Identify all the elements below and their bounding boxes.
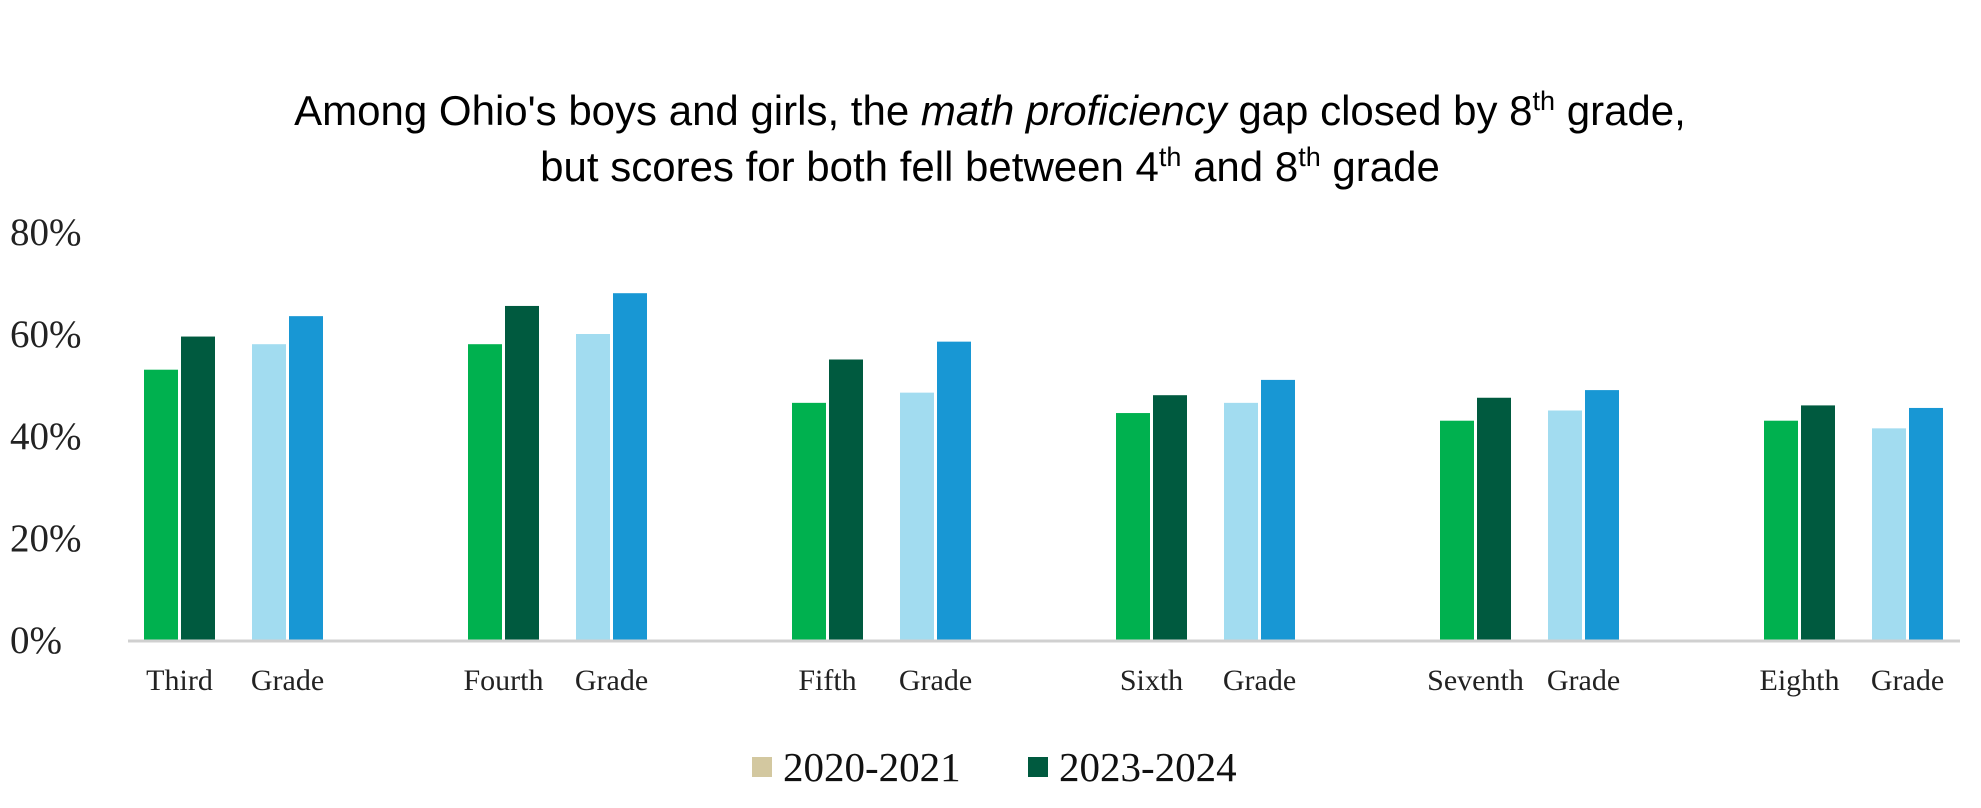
bar: [181, 336, 215, 640]
bar: [505, 305, 539, 640]
bar: [937, 341, 971, 640]
bars: [144, 293, 1943, 640]
y-tick-label: 60%: [10, 313, 82, 356]
bar: [1872, 428, 1906, 640]
title2-part-2: and 8: [1181, 143, 1298, 190]
bar: [1585, 390, 1619, 640]
legend-label-2020-2021: 2020-2021: [783, 744, 961, 790]
title-superscript: th: [1533, 86, 1556, 116]
legend-swatch-2023-2024: [1028, 757, 1048, 777]
x-category-label: Sixth: [1120, 664, 1183, 697]
title-middle: gap closed by 8: [1227, 87, 1533, 134]
chart-title-line-2: but scores for both fell between 4th and…: [540, 142, 1440, 190]
y-tick-label: 80%: [10, 211, 82, 254]
bar: [576, 334, 610, 640]
legend: 2020-2021 2023-2024: [752, 744, 1237, 790]
x-category-label: Grade: [899, 664, 972, 697]
bar: [1440, 420, 1474, 640]
x-category-label: Fifth: [798, 664, 856, 697]
x-category-label: Eighth: [1760, 664, 1840, 697]
title-emphasis: math proficiency: [921, 87, 1230, 134]
y-tick-label: 0%: [10, 619, 62, 662]
title2-superscript-2: th: [1298, 142, 1321, 172]
bar: [1477, 397, 1511, 640]
bar: [1764, 420, 1798, 640]
x-category-label: Grade: [575, 664, 648, 697]
bar: [468, 344, 502, 640]
bar: [792, 402, 826, 640]
bar: [613, 293, 647, 640]
x-category-label: Seventh: [1427, 664, 1524, 697]
title2-superscript-1: th: [1159, 142, 1182, 172]
title2-part-1: but scores for both fell between 4: [540, 143, 1159, 190]
title2-part-3: grade: [1321, 143, 1440, 190]
category-labels: Third Grade Fourth Grade Fifth Grade Sixth Grad…: [146, 664, 1944, 697]
bar: [252, 344, 286, 640]
bar: [1548, 410, 1582, 640]
chart-title-line-1: Among Ohio's boys and girls, the math pr…: [294, 86, 1686, 134]
x-category-label: Grade: [1871, 664, 1944, 697]
legend-label-2023-2024: 2023-2024: [1059, 744, 1237, 790]
bar: [289, 316, 323, 640]
bar: [1261, 379, 1295, 640]
x-category-label: Grade: [1547, 664, 1620, 697]
x-category-label: Grade: [251, 664, 324, 697]
x-category-label: Third: [146, 664, 213, 697]
x-category-label: Fourth: [463, 664, 543, 697]
bar: [1909, 407, 1943, 640]
bar: [900, 392, 934, 640]
bar: [1116, 413, 1150, 640]
y-axis: 0% 20% 40% 60% 80%: [10, 211, 82, 662]
bar: [144, 369, 178, 640]
y-tick-label: 20%: [10, 517, 82, 560]
title-suffix: grade,: [1555, 87, 1686, 134]
title-prefix: Among Ohio's boys and girls, the: [294, 87, 921, 134]
bar: [1224, 402, 1258, 640]
bar: [829, 359, 863, 640]
legend-swatch-2020-2021: [752, 757, 772, 777]
x-category-label: Grade: [1223, 664, 1296, 697]
bar: [1153, 395, 1187, 640]
bar: [1801, 405, 1835, 640]
y-tick-label: 40%: [10, 415, 82, 458]
